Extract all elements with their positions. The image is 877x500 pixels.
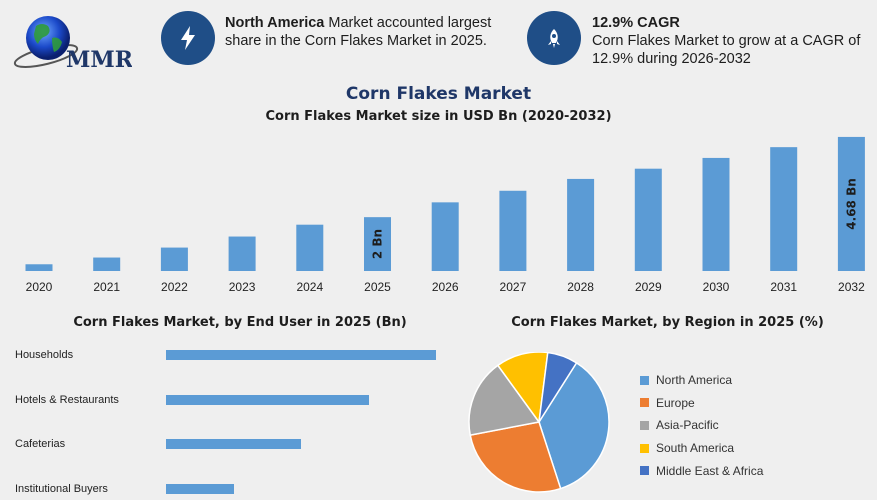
legend-item: Europe [640,392,870,415]
pie-slice-asia-pacific [468,364,541,436]
legend-label: North America [656,373,733,388]
market-size-bar-chart: 2020 2021 2022 2023 2024 2025 2026 2027 2028 2029… [25,136,865,294]
bar-data-label: 4.68 Bn [844,178,858,229]
globe-logo-icon: MMR [13,16,134,73]
info2-bold: 12.9% CAGR [592,15,680,31]
legend-item: North America [640,369,870,392]
x-tick-label: 2026 [432,280,459,294]
info-cagr: 12.9% CAGR Corn Flakes Market to grow at… [592,14,872,68]
bar-2029 [634,168,662,271]
end-user-label: Cafeterias [15,438,66,450]
legend-label: Middle East & Africa [656,463,764,478]
region-chart-title: Corn Flakes Market, by Region in 2025 (%… [511,315,824,330]
bar-2028 [567,178,595,271]
x-tick-label: 2020 [26,280,53,294]
pie-slice-europe [469,421,562,493]
bar-2031 [770,147,798,271]
legend-item: Middle East & Africa [640,459,870,482]
legend-label: Asia-Pacific [656,418,719,433]
end-user-label: Households [15,349,74,361]
end-user-label: Hotels & Restaurants [15,393,119,406]
legend-item: Asia-Pacific [640,414,870,437]
bar-2021 [93,257,121,271]
legend-swatch [640,443,649,453]
info1-bold: North America [225,15,325,31]
legend-item: South America [640,437,870,460]
bar-2023 [228,236,256,271]
bar-2025 [364,217,391,271]
info1-line2: share in the Corn Flakes Market in 2025. [225,33,487,49]
info2-line2: 12.9% during 2026-2032 [592,51,751,67]
pie-slice-middle-east-africa [538,352,578,423]
legend-label: South America [656,441,735,456]
end-user-bar [166,439,301,449]
legend-label: Europe [656,395,695,410]
bar-2027 [499,190,527,271]
info-north-america: North America Market accounted largest s… [225,14,515,50]
region-legend: North America Europe Asia-Pacific South Ame… [640,369,870,482]
x-tick-label: 2029 [635,280,662,294]
x-tick-label: 2027 [500,280,527,294]
legend-swatch [640,466,649,476]
region-pie-chart [468,352,610,493]
legend-swatch [640,420,649,430]
mmr-logo: MMR [12,12,134,74]
end-user-chart-title: Corn Flakes Market, by End User in 2025 … [73,315,407,330]
bar-2026 [431,202,459,271]
x-tick-label: 2023 [229,280,256,294]
x-tick-label: 2022 [161,280,188,294]
bar-2030 [702,157,730,271]
x-tick-label: 2032 [838,280,865,294]
legend-swatch [640,398,649,408]
chart-title: Corn Flakes Market [345,84,532,104]
x-tick-label: 2030 [703,280,730,294]
bar-2022 [160,247,188,271]
pie-slice-north-america [538,361,610,490]
x-tick-label: 2021 [93,280,120,294]
x-tick-label: 2024 [296,280,323,294]
end-user-bar [166,350,436,360]
end-user-bar [166,394,369,405]
x-tick-label: 2028 [567,280,594,294]
bar-2024 [296,224,324,271]
end-user-label: Institutional Buyers [15,482,108,495]
chart-subtitle: Corn Flakes Market size in USD Bn (2020-… [265,109,612,124]
logo-text: MMR [66,47,132,73]
legend-swatch [640,375,649,385]
bar-data-label: 2 Bn [371,229,385,259]
x-tick-label: 2031 [770,280,797,294]
x-tick-label: 2025 [364,280,391,294]
bar-2032 [837,136,865,271]
end-user-bar [166,483,234,494]
info1-line1: Market accounted largest [324,15,492,31]
end-user-bar-chart: Households Hotels & Restaurants Cafeterias… [0,340,450,500]
bar-2020 [25,264,53,271]
lightning-bolt-icon [161,11,215,65]
rocket-icon [527,11,581,65]
info2-line1: Corn Flakes Market to grow at a CAGR of [592,33,861,49]
